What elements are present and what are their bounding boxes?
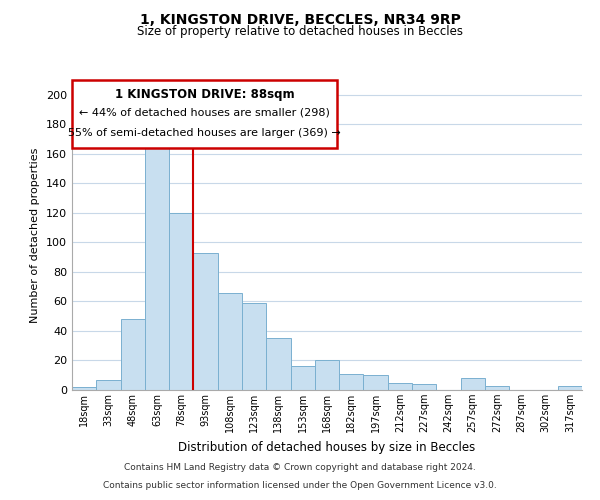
Bar [290, 366, 315, 390]
Bar [412, 384, 436, 390]
Bar [145, 144, 169, 390]
Text: 1 KINGSTON DRIVE: 88sqm: 1 KINGSTON DRIVE: 88sqm [115, 88, 295, 101]
Text: ← 44% of detached houses are smaller (298): ← 44% of detached houses are smaller (29… [79, 108, 330, 118]
Bar [558, 386, 582, 390]
Bar [96, 380, 121, 390]
Bar [266, 338, 290, 390]
Bar [364, 375, 388, 390]
Bar [485, 386, 509, 390]
Bar [339, 374, 364, 390]
Bar [169, 213, 193, 390]
Bar [193, 252, 218, 390]
Text: Contains public sector information licensed under the Open Government Licence v3: Contains public sector information licen… [103, 481, 497, 490]
FancyBboxPatch shape [72, 80, 337, 148]
Bar [242, 303, 266, 390]
Bar [72, 387, 96, 390]
Text: 1, KINGSTON DRIVE, BECCLES, NR34 9RP: 1, KINGSTON DRIVE, BECCLES, NR34 9RP [140, 12, 460, 26]
Bar [388, 382, 412, 390]
X-axis label: Distribution of detached houses by size in Beccles: Distribution of detached houses by size … [178, 440, 476, 454]
Text: Size of property relative to detached houses in Beccles: Size of property relative to detached ho… [137, 25, 463, 38]
Text: 55% of semi-detached houses are larger (369) →: 55% of semi-detached houses are larger (… [68, 128, 341, 138]
Text: Contains HM Land Registry data © Crown copyright and database right 2024.: Contains HM Land Registry data © Crown c… [124, 464, 476, 472]
Y-axis label: Number of detached properties: Number of detached properties [31, 148, 40, 322]
Bar [461, 378, 485, 390]
Bar [121, 319, 145, 390]
Bar [218, 292, 242, 390]
Bar [315, 360, 339, 390]
